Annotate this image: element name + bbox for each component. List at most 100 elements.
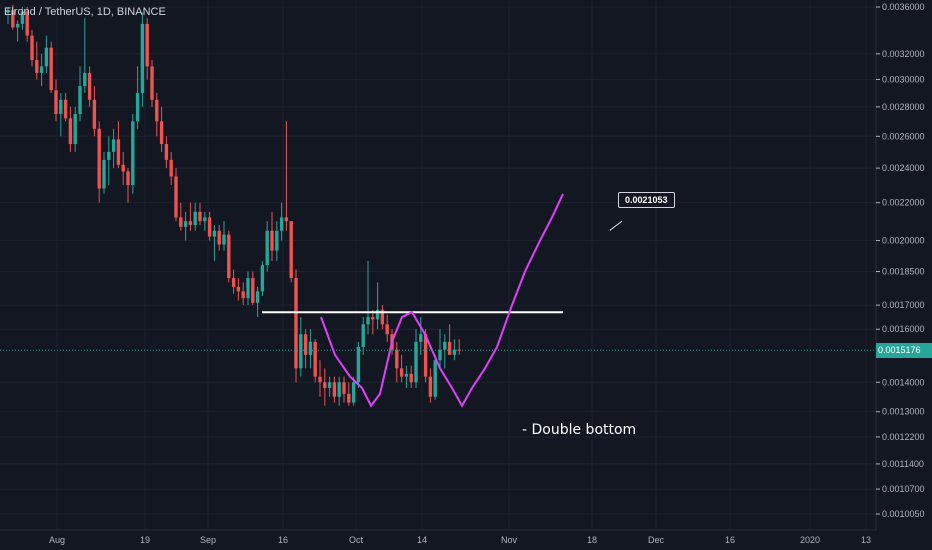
price-tick-label: 0.0010050 [882, 509, 925, 519]
candle-body [323, 382, 327, 389]
candle-body [275, 230, 279, 251]
candle-body [409, 373, 413, 383]
double-bottom-pattern-line[interactable] [320, 193, 564, 408]
time-tick-label: 14 [417, 535, 427, 545]
candle-body [423, 334, 428, 377]
candle-body [11, 10, 15, 28]
price-tick-label: 0.0012200 [882, 432, 925, 442]
price-tick-label: 0.0020000 [882, 236, 925, 246]
candles [6, 4, 461, 406]
candle-body [49, 47, 53, 91]
candle-body [419, 334, 423, 342]
price-tick-label: 0.0016000 [882, 324, 925, 334]
candle-body [155, 99, 159, 122]
price-tick-label: 0.0028000 [882, 102, 925, 112]
price-axis[interactable]: 0.0036000 0.0032000 0.0030000 0.0028000 0.00… [876, 2, 925, 519]
time-tick-label: 2020 [800, 535, 820, 545]
candle-body [159, 121, 164, 145]
candle-body [380, 309, 385, 325]
candle-body [270, 230, 274, 251]
candle-body [116, 139, 121, 165]
candle-body [371, 316, 375, 320]
candle-body [203, 217, 207, 222]
price-tick-label: 0.0022000 [882, 198, 925, 208]
candle-body [284, 217, 289, 222]
candle-body [260, 265, 265, 292]
candle-body [332, 382, 337, 397]
candle-body [83, 72, 87, 87]
candle-body [145, 23, 149, 67]
candle-body [121, 164, 125, 172]
time-tick-label: Aug [49, 535, 65, 545]
candle-body [231, 278, 236, 287]
time-tick-label: Dec [648, 535, 665, 545]
candle-body [140, 23, 145, 93]
candle-body [443, 341, 447, 350]
price-tick-label: 0.0030000 [882, 74, 925, 84]
candle-body [251, 278, 255, 303]
candle-body [294, 278, 298, 369]
candle-body [54, 90, 58, 115]
candle-body [135, 92, 140, 122]
candle-body [399, 368, 404, 377]
price-tick-label: 0.0011400 [882, 459, 924, 469]
candle-body [59, 99, 63, 115]
candle-body [164, 144, 169, 160]
candle-body [63, 99, 68, 119]
candle-body [169, 159, 173, 177]
candle-body [241, 291, 245, 299]
price-tick-label: 0.0024000 [882, 163, 925, 173]
candle-body [246, 278, 250, 299]
candle-body [227, 234, 231, 279]
candle-body [385, 324, 389, 335]
candle-body [35, 60, 39, 73]
candle-body [279, 217, 284, 231]
time-tick-label: Nov [501, 535, 518, 545]
time-tick-label: 13 [861, 535, 871, 545]
time-tick-label: 18 [587, 535, 597, 545]
price-tick-label: 0.0018500 [882, 267, 925, 277]
candle-body [150, 66, 154, 100]
price-callout[interactable]: 0.0021053 [618, 192, 675, 208]
time-tick-label: 19 [140, 535, 150, 545]
candle-body [289, 221, 293, 279]
candle-body [255, 291, 260, 303]
candle-body [188, 221, 193, 225]
price-tick-label: 0.0014000 [882, 377, 925, 387]
candle-body [356, 347, 361, 383]
candle-body [111, 139, 116, 152]
candle-body [366, 316, 370, 325]
candle-body [327, 382, 332, 389]
candle-body [179, 217, 183, 227]
candle-body [395, 349, 399, 369]
candle-body [222, 234, 226, 245]
time-tick-label: Oct [349, 535, 364, 545]
candle-body [347, 393, 351, 403]
callout-pointer [609, 220, 623, 231]
candle-body [20, 11, 25, 24]
candle-body [193, 211, 197, 225]
current-price-badge: 0.0015176 [876, 342, 932, 358]
time-axis[interactable]: Aug 19 Sep 16 Oct 14 Nov 18 Dec 16 2020 13 [49, 535, 871, 545]
time-tick-label: Sep [200, 535, 216, 545]
candle-body [337, 382, 341, 397]
candle-body [303, 334, 308, 355]
candle-body [207, 217, 212, 237]
candle-body [97, 128, 101, 189]
symbol-title: Elrond / TetherUS, 1D, BINANCE [4, 6, 166, 18]
candle-body [404, 373, 409, 377]
candle-body [361, 324, 365, 348]
price-tick-label: 0.0017000 [882, 300, 925, 310]
candle-body [342, 382, 346, 394]
candle-body [308, 341, 313, 355]
time-tick-label: 16 [725, 535, 735, 545]
price-tick-label: 0.0026000 [882, 131, 925, 141]
candle-body [87, 72, 92, 100]
candle-body [375, 309, 380, 320]
price-tick-label: 0.0013000 [882, 407, 925, 417]
candle-body [351, 382, 356, 403]
candle-body [25, 11, 29, 36]
price-tick-label: 0.0032000 [882, 49, 925, 59]
time-tick-label: 16 [278, 535, 288, 545]
